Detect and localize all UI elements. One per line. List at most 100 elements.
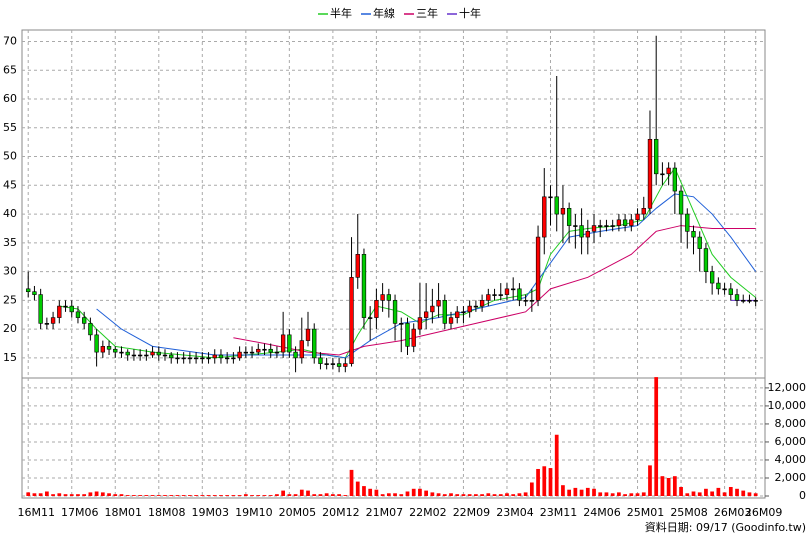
candle-body	[728, 288, 733, 295]
volume-bar	[107, 493, 111, 496]
candle-body	[703, 248, 709, 272]
volume-bar	[355, 481, 360, 496]
volume-bar	[704, 488, 708, 496]
candle-body	[125, 351, 130, 356]
x-tick-label: 23M11	[540, 506, 578, 519]
candle-body	[57, 305, 62, 318]
volume-bar	[735, 488, 739, 496]
volume-bar	[237, 495, 242, 496]
volume-bar	[331, 494, 335, 496]
candle-body	[504, 288, 510, 295]
x-tick-label: 20M12	[322, 506, 360, 519]
candle-body	[305, 328, 311, 341]
volume-bar	[430, 492, 435, 496]
volume-bar	[324, 493, 329, 496]
y2-tick-label: 6,000	[775, 435, 807, 448]
plot-frame	[21, 29, 766, 499]
volume-bar	[374, 489, 379, 496]
volume-bar	[94, 491, 99, 496]
candle-body	[436, 300, 441, 307]
volume-bar	[548, 468, 553, 496]
x-tick-label: 20M05	[279, 506, 317, 519]
candle-body	[386, 294, 392, 301]
volume-bar	[498, 494, 503, 496]
candle-body	[374, 300, 379, 318]
volume-bar	[100, 492, 105, 496]
y-tick-label: 25	[3, 293, 17, 306]
volume-bar	[442, 494, 447, 496]
x-tick-label: 18M08	[148, 506, 186, 519]
candle-body	[604, 225, 609, 227]
volume-bar	[747, 492, 752, 496]
candle-body	[566, 208, 572, 226]
volume-bar	[206, 495, 211, 496]
candle-body	[69, 305, 74, 313]
candle-body	[32, 291, 37, 295]
volume-bar	[424, 490, 429, 496]
volume-bar	[219, 495, 223, 496]
volume-bar	[38, 493, 43, 496]
candle-body	[666, 167, 671, 175]
volume-bar	[194, 495, 198, 496]
volume-bar	[542, 466, 547, 496]
y2-tick-label: 2,000	[775, 471, 807, 484]
candle-body	[181, 357, 186, 360]
y-tick-label: 50	[3, 150, 17, 163]
ma-line	[96, 193, 757, 359]
candle-body	[243, 351, 248, 354]
volume-bar	[268, 495, 273, 496]
volume-bar	[685, 493, 690, 496]
volume-bar	[561, 485, 565, 496]
candle-body	[225, 357, 230, 360]
candle-body	[137, 354, 143, 357]
candle-body	[610, 225, 615, 227]
candle-body	[585, 231, 590, 238]
x-tick-label: 26M03	[714, 506, 752, 519]
volume-bar	[486, 493, 491, 496]
x-tick-label: 18M01	[105, 506, 143, 519]
x-tick-label: 24M06	[583, 506, 621, 519]
volume-bar	[256, 495, 261, 496]
volume-bar	[45, 491, 49, 496]
candle-body	[200, 357, 205, 360]
candle-body	[654, 138, 659, 175]
volume-bar	[393, 493, 397, 496]
y2-tick-label: 10,000	[768, 399, 807, 412]
volume-bar	[679, 486, 683, 496]
volume-bar	[299, 489, 304, 496]
candle-body	[423, 311, 429, 318]
volume-bar	[449, 493, 453, 496]
candle-body	[336, 363, 342, 367]
volume-bar	[579, 489, 584, 496]
legend-label: 半年	[330, 6, 352, 20]
volume-bar	[691, 491, 696, 496]
volume-bar	[728, 486, 733, 496]
candle-body	[442, 300, 447, 324]
candle-body	[629, 219, 634, 226]
volume-bar	[753, 493, 758, 496]
y-tick-label: 60	[3, 92, 17, 105]
candle-body	[697, 236, 702, 249]
candle-body	[175, 357, 180, 360]
volume-bar	[710, 491, 715, 496]
volume-bar	[467, 494, 472, 496]
volume-bar	[436, 493, 441, 496]
legend-label: 十年	[459, 6, 481, 20]
candle-body	[535, 236, 541, 301]
candle-body	[100, 346, 105, 353]
candle-body	[349, 277, 354, 364]
y-tick-label: 65	[3, 63, 17, 76]
volume-bar	[573, 487, 578, 496]
volume-bar	[337, 494, 341, 496]
candle-body	[573, 225, 578, 227]
candle-body	[355, 254, 360, 278]
candle-body	[747, 300, 752, 302]
candle-body	[63, 305, 68, 308]
volume-bar	[411, 488, 416, 496]
volume-bar	[598, 492, 603, 496]
volume-bar	[287, 494, 292, 496]
candle-body	[150, 351, 155, 356]
volume-bar	[722, 492, 727, 496]
volume-bar	[188, 495, 192, 496]
candle-body	[635, 213, 640, 221]
